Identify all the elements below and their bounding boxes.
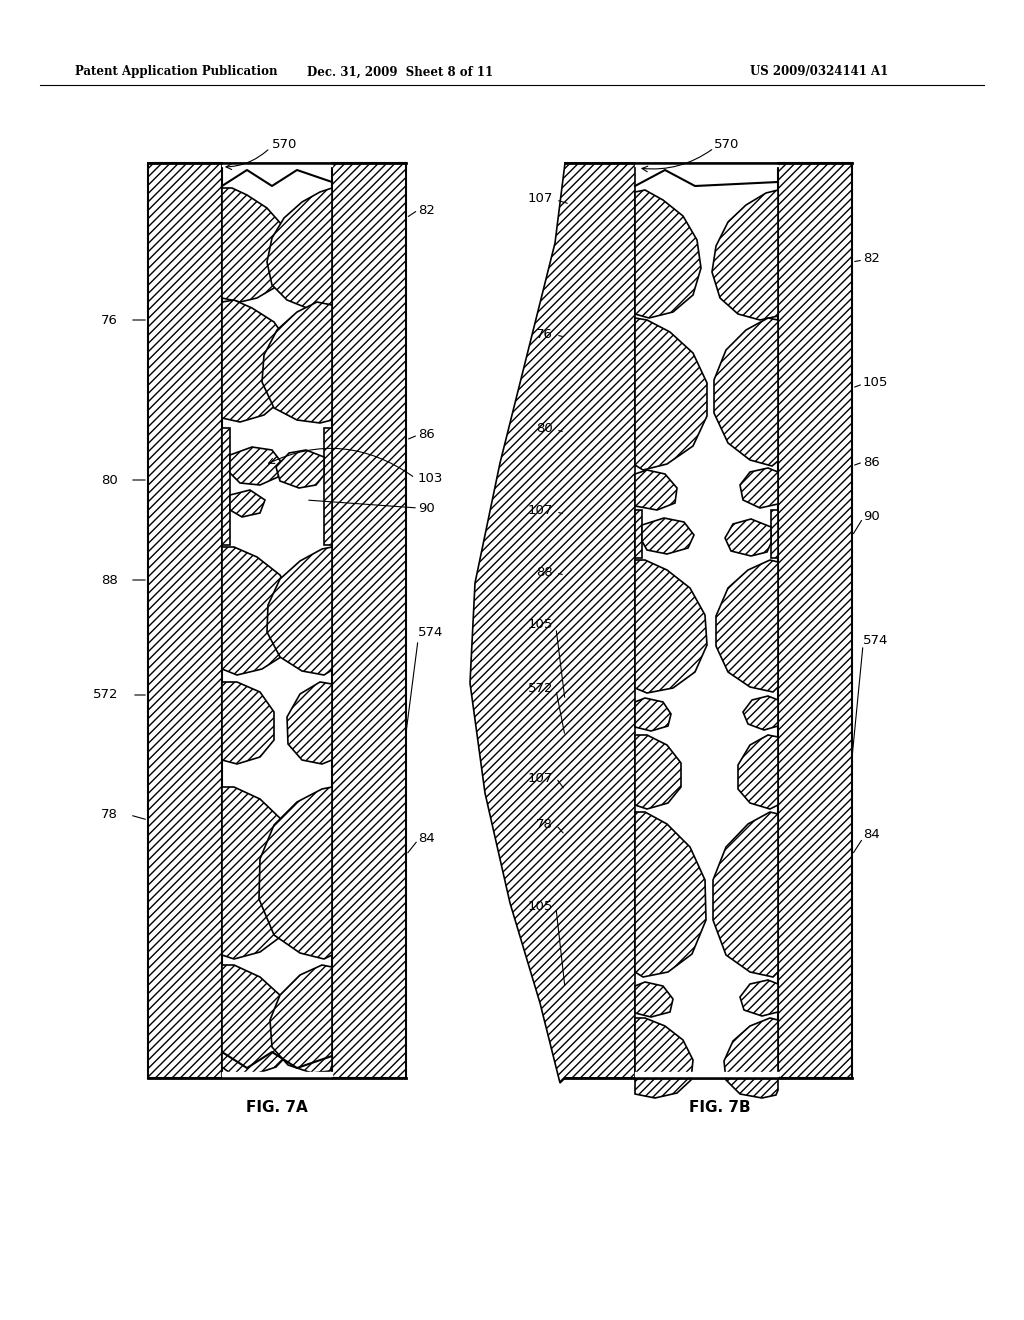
Polygon shape xyxy=(716,560,778,692)
Text: Patent Application Publication: Patent Application Publication xyxy=(75,66,278,78)
Text: 82: 82 xyxy=(863,252,880,264)
Polygon shape xyxy=(712,190,778,319)
Polygon shape xyxy=(470,162,635,1082)
Polygon shape xyxy=(635,698,671,731)
Text: 86: 86 xyxy=(863,455,880,469)
Polygon shape xyxy=(287,682,332,764)
Polygon shape xyxy=(714,318,778,466)
Polygon shape xyxy=(771,510,778,558)
Polygon shape xyxy=(222,787,302,960)
Text: 105: 105 xyxy=(863,375,889,388)
Polygon shape xyxy=(635,560,707,693)
Text: 572: 572 xyxy=(92,689,118,701)
Polygon shape xyxy=(230,490,265,517)
Polygon shape xyxy=(267,546,332,675)
Text: 76: 76 xyxy=(537,329,553,342)
Text: 84: 84 xyxy=(418,832,435,845)
Text: 103: 103 xyxy=(418,471,443,484)
Polygon shape xyxy=(230,447,282,484)
Polygon shape xyxy=(276,450,324,488)
Polygon shape xyxy=(635,812,706,977)
Text: 88: 88 xyxy=(537,566,553,579)
Polygon shape xyxy=(713,812,778,977)
Text: 105: 105 xyxy=(527,900,553,913)
Text: 80: 80 xyxy=(101,474,118,487)
Text: 570: 570 xyxy=(714,137,739,150)
Polygon shape xyxy=(725,519,771,556)
Text: 82: 82 xyxy=(418,203,435,216)
Text: 76: 76 xyxy=(101,314,118,326)
Text: 90: 90 xyxy=(863,510,880,523)
Polygon shape xyxy=(222,187,290,302)
Text: 570: 570 xyxy=(272,139,297,152)
Polygon shape xyxy=(740,979,778,1016)
Text: 572: 572 xyxy=(527,681,553,694)
Bar xyxy=(778,162,852,1078)
Text: FIG. 7A: FIG. 7A xyxy=(246,1101,308,1115)
Text: 78: 78 xyxy=(101,808,118,821)
Polygon shape xyxy=(635,318,707,470)
Polygon shape xyxy=(222,546,297,675)
Polygon shape xyxy=(267,187,332,308)
Text: 107: 107 xyxy=(527,191,553,205)
Polygon shape xyxy=(740,469,778,508)
Polygon shape xyxy=(743,696,778,730)
Polygon shape xyxy=(259,787,332,960)
Text: Dec. 31, 2009  Sheet 8 of 11: Dec. 31, 2009 Sheet 8 of 11 xyxy=(307,66,494,78)
Text: 84: 84 xyxy=(863,829,880,842)
Bar xyxy=(332,162,406,1078)
Polygon shape xyxy=(635,510,642,558)
Text: FIG. 7B: FIG. 7B xyxy=(689,1101,751,1115)
Polygon shape xyxy=(270,965,332,1073)
Text: 107: 107 xyxy=(527,771,553,784)
Polygon shape xyxy=(324,428,332,545)
Text: 88: 88 xyxy=(101,573,118,586)
Polygon shape xyxy=(642,517,694,554)
Polygon shape xyxy=(738,735,778,809)
Polygon shape xyxy=(222,682,274,764)
Text: 80: 80 xyxy=(537,421,553,434)
Polygon shape xyxy=(222,965,294,1074)
Bar xyxy=(148,162,222,1078)
Polygon shape xyxy=(724,1018,778,1098)
Text: 90: 90 xyxy=(418,502,435,515)
Text: US 2009/0324141 A1: US 2009/0324141 A1 xyxy=(750,66,888,78)
Polygon shape xyxy=(222,428,230,545)
Polygon shape xyxy=(635,735,681,809)
Polygon shape xyxy=(635,1018,693,1098)
Polygon shape xyxy=(222,300,294,422)
Text: 86: 86 xyxy=(418,429,435,441)
Text: 78: 78 xyxy=(537,818,553,832)
Text: 574: 574 xyxy=(418,626,443,639)
Text: 574: 574 xyxy=(863,634,889,647)
Text: 107: 107 xyxy=(527,503,553,516)
Polygon shape xyxy=(635,190,701,318)
Polygon shape xyxy=(262,302,332,422)
Polygon shape xyxy=(635,982,673,1016)
Text: 105: 105 xyxy=(527,619,553,631)
Polygon shape xyxy=(635,470,677,510)
